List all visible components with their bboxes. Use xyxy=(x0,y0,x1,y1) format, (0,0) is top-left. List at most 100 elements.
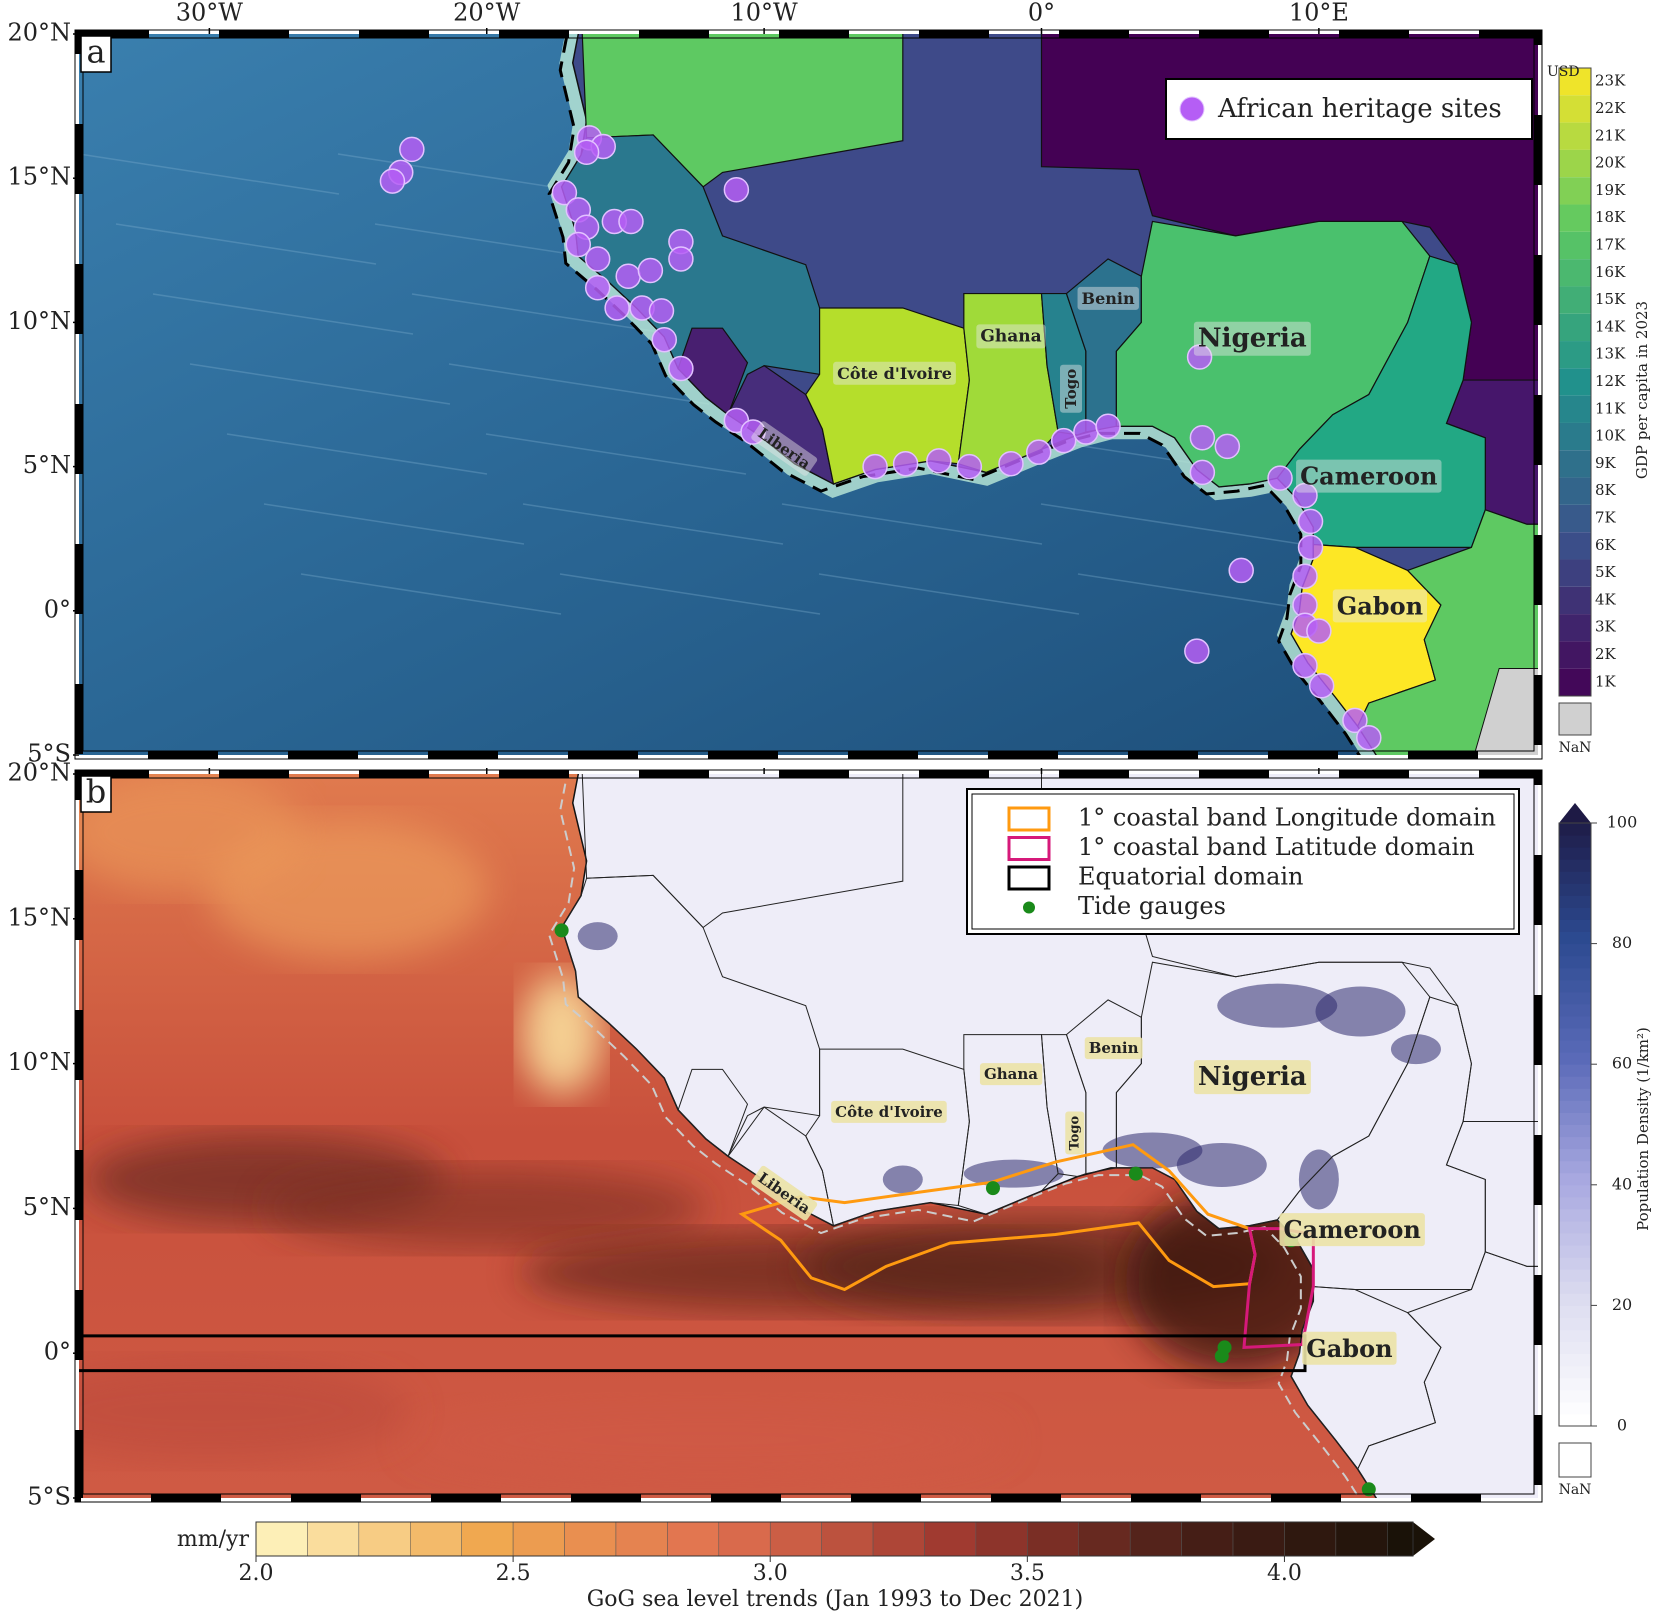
colorbar-title: GDP per capita in 2023 xyxy=(1633,301,1651,479)
colorbar-cell xyxy=(410,1521,462,1557)
label-box xyxy=(751,1165,818,1221)
heritage-site xyxy=(1306,618,1332,644)
colorbar-cell xyxy=(1559,979,1591,993)
colorbar-tick-label: 7K xyxy=(1595,509,1617,527)
country-name: Côte d'Ivoire xyxy=(837,364,952,383)
colorbar-tick-label: 0 xyxy=(1617,1416,1627,1435)
heritage-site xyxy=(1214,433,1241,460)
tide-gauge xyxy=(1128,1166,1143,1181)
y-tick-label: 20°N xyxy=(7,19,71,47)
country-name: Nigeria xyxy=(1198,324,1307,354)
heritage-site xyxy=(1292,563,1318,589)
colorbar-cell xyxy=(1559,1124,1591,1138)
heritage-site xyxy=(862,453,888,480)
colorbar-cell xyxy=(1559,859,1591,872)
label-box xyxy=(1193,1060,1311,1095)
label-box xyxy=(1193,321,1311,356)
legend-box xyxy=(1165,78,1533,140)
country-label: Benin xyxy=(1077,286,1139,310)
colorbar-cell xyxy=(1559,1052,1591,1065)
colorbar-tick-label: 8K xyxy=(1595,481,1617,499)
colorbar-cell xyxy=(1559,149,1591,178)
colorbar-cell xyxy=(1559,1148,1591,1162)
colorbar-cell xyxy=(1559,450,1591,478)
colorbar-cell xyxy=(1559,204,1591,232)
colorbar-cell xyxy=(1559,919,1591,933)
heritage-site xyxy=(740,419,766,445)
country-name: Cameroon xyxy=(1300,462,1437,491)
tide-gauge xyxy=(554,923,569,938)
heritage-site xyxy=(1292,482,1318,509)
colorbar-tick-label: 3.0 xyxy=(753,1561,788,1586)
colorbar-cell xyxy=(1559,931,1591,945)
sea-level-pattern xyxy=(266,1168,707,1249)
colorbar-cell xyxy=(1559,871,1591,884)
colorbar-extend xyxy=(1559,803,1591,823)
country-border xyxy=(677,1068,749,1158)
colorbar-cell xyxy=(1559,1293,1591,1306)
seafloor-ridge xyxy=(1040,503,1302,545)
colorbar-cell xyxy=(1559,991,1591,1005)
colorbar-cell xyxy=(1559,559,1591,587)
colorbar-unit: mm/yr xyxy=(177,1527,250,1552)
colorbar-tick-label: 13K xyxy=(1595,345,1626,363)
country-label: Ghana xyxy=(979,1063,1043,1086)
colorbar-cell xyxy=(1559,668,1591,696)
colorbar-cell xyxy=(1559,231,1591,260)
colorbar-cell xyxy=(1559,422,1591,451)
colorbar-cell xyxy=(1078,1521,1131,1557)
heritage-site xyxy=(618,208,644,235)
x-tick-label: 20°W xyxy=(453,0,521,27)
equatorial-domain xyxy=(79,1334,1307,1373)
label-box xyxy=(976,324,1046,349)
colorbar-cell xyxy=(1559,1245,1591,1258)
colorbar-cell xyxy=(718,1521,771,1557)
y-tick-label: 20°N xyxy=(7,759,71,787)
label-box xyxy=(1332,589,1428,623)
colorbar-cell xyxy=(924,1521,977,1557)
colorbar-cell xyxy=(1559,835,1591,848)
heritage-site xyxy=(892,450,919,477)
colorbar-cell xyxy=(1129,1521,1182,1557)
colorbar-cell xyxy=(461,1521,514,1557)
colorbar-cell xyxy=(1559,532,1591,560)
colorbar-cell xyxy=(255,1521,308,1557)
country-name: Ghana xyxy=(984,1065,1038,1083)
colorbar-cell xyxy=(1559,177,1591,205)
colorbar-outline xyxy=(1558,822,1592,1427)
country-label: Cameroon xyxy=(1296,459,1442,493)
colorbar-cell xyxy=(1559,895,1591,908)
country-label: Côte d'Ivoire xyxy=(831,1100,947,1123)
colorbar-cell xyxy=(1559,907,1591,920)
seafloor-ridge xyxy=(189,363,451,405)
heritage-site xyxy=(399,136,425,163)
country-label: Benin xyxy=(1084,1037,1143,1060)
label-box xyxy=(1279,1213,1425,1247)
label-box xyxy=(1077,286,1139,310)
colorbar-cell xyxy=(1559,504,1591,533)
country-label: Gabon xyxy=(1302,1331,1397,1365)
heritage-site xyxy=(615,263,641,290)
heritage-site xyxy=(637,257,664,284)
heritage-site xyxy=(1292,652,1318,679)
colorbar-cell xyxy=(1232,1521,1285,1557)
colorbar-cell xyxy=(1559,1413,1591,1427)
colorbar-tick-label: 11K xyxy=(1595,399,1626,417)
heritage-site xyxy=(573,139,600,165)
colorbar-tick-label: 21K xyxy=(1595,126,1626,144)
heritage-site xyxy=(584,275,611,301)
colorbar-cell xyxy=(1027,1521,1080,1557)
colorbar-tick-label: 16K xyxy=(1595,263,1626,281)
colorbar-cell xyxy=(1559,967,1591,981)
colorbar-outline xyxy=(1558,67,1592,697)
colorbar-tick-label: 18K xyxy=(1595,208,1626,226)
colorbar-cell xyxy=(1559,1040,1591,1053)
country-label: Togo xyxy=(1060,364,1083,413)
heritage-site xyxy=(1189,425,1216,451)
heritage-site xyxy=(1073,419,1099,445)
population-cluster xyxy=(1298,1149,1339,1210)
x-tick-label: 10°W xyxy=(731,0,799,27)
colorbar-cell xyxy=(1559,1088,1591,1101)
colorbar-cell xyxy=(1559,1028,1591,1041)
colorbar-tick-label: 100 xyxy=(1607,813,1638,832)
